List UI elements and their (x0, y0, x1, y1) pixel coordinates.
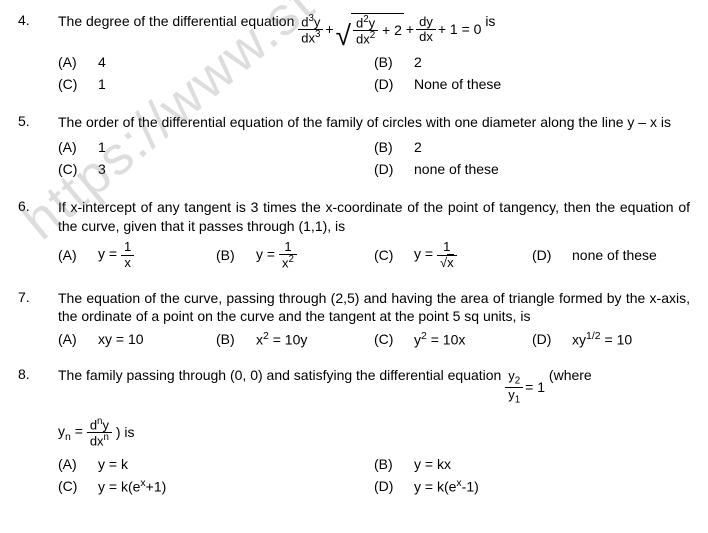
question-number: 4. (18, 12, 58, 95)
question-stem: The order of the differential equation o… (58, 113, 690, 132)
option-b: (B)y = 1x2 (216, 240, 374, 271)
question-stem: If x-intercept of any tangent is 3 times… (58, 198, 690, 236)
options: (A)4 (B)2 (C)1 (D)None of these (58, 51, 690, 95)
option-d: (D)xy1/2 = 10 (532, 330, 690, 348)
option-c: (C)y = 1√x (374, 240, 532, 271)
option-a: (A)1 (58, 136, 374, 158)
option-b: (B)2 (374, 136, 690, 158)
question-number: 7. (18, 289, 58, 348)
question-stem: The equation of the curve, passing throu… (58, 289, 690, 327)
option-a: (A)4 (58, 51, 374, 73)
option-b: (B)2 (374, 51, 690, 73)
question-stem-line2: yn = dnydxn ) is (58, 417, 690, 449)
question-7: 7. The equation of the curve, passing th… (18, 289, 690, 348)
question-stem: The degree of the differential equation … (58, 12, 690, 47)
option-d: (D)none of these (532, 240, 690, 271)
option-c: (C)y2 = 10x (374, 330, 532, 348)
option-c: (C)y = k(ex+1) (58, 475, 374, 497)
option-c: (C)3 (58, 158, 374, 180)
stem-post: is (485, 13, 495, 29)
option-d: (D)none of these (374, 158, 690, 180)
question-5: 5. The order of the differential equatio… (18, 113, 690, 180)
question-6: 6. If x-intercept of any tangent is 3 ti… (18, 198, 690, 271)
question-number: 6. (18, 198, 58, 271)
option-a: (A)y = k (58, 453, 374, 475)
stem-pre: The degree of the differential equation (58, 13, 298, 29)
option-a: (A)y = 1x (58, 240, 216, 271)
question-stem-line1: The family passing through (0, 0) and sa… (58, 366, 690, 407)
question-8: 8. The family passing through (0, 0) and… (18, 366, 690, 497)
options: (A)xy = 10 (B)x2 = 10y (C)y2 = 10x (D)xy… (58, 330, 690, 348)
option-b: (B)x2 = 10y (216, 330, 374, 348)
option-d: (D)y = k(ex-1) (374, 475, 690, 497)
options: (A)1 (B)2 (C)3 (D)none of these (58, 136, 690, 180)
question-number: 5. (18, 113, 58, 180)
option-b: (B)y = kx (374, 453, 690, 475)
option-c: (C)1 (58, 73, 374, 95)
option-a: (A)xy = 10 (58, 330, 216, 348)
option-d: (D)None of these (374, 73, 690, 95)
question-4: 4. The degree of the differential equati… (18, 12, 690, 95)
question-number: 8. (18, 366, 58, 497)
options: (A)y = k (B)y = kx (C)y = k(ex+1) (D)y =… (58, 453, 690, 497)
equation: d3ydx3 + √d2ydx2 + 2 + dydx + 1 = 0 (298, 13, 481, 47)
options: (A)y = 1x (B)y = 1x2 (C)y = 1√x (D)none … (58, 240, 690, 271)
